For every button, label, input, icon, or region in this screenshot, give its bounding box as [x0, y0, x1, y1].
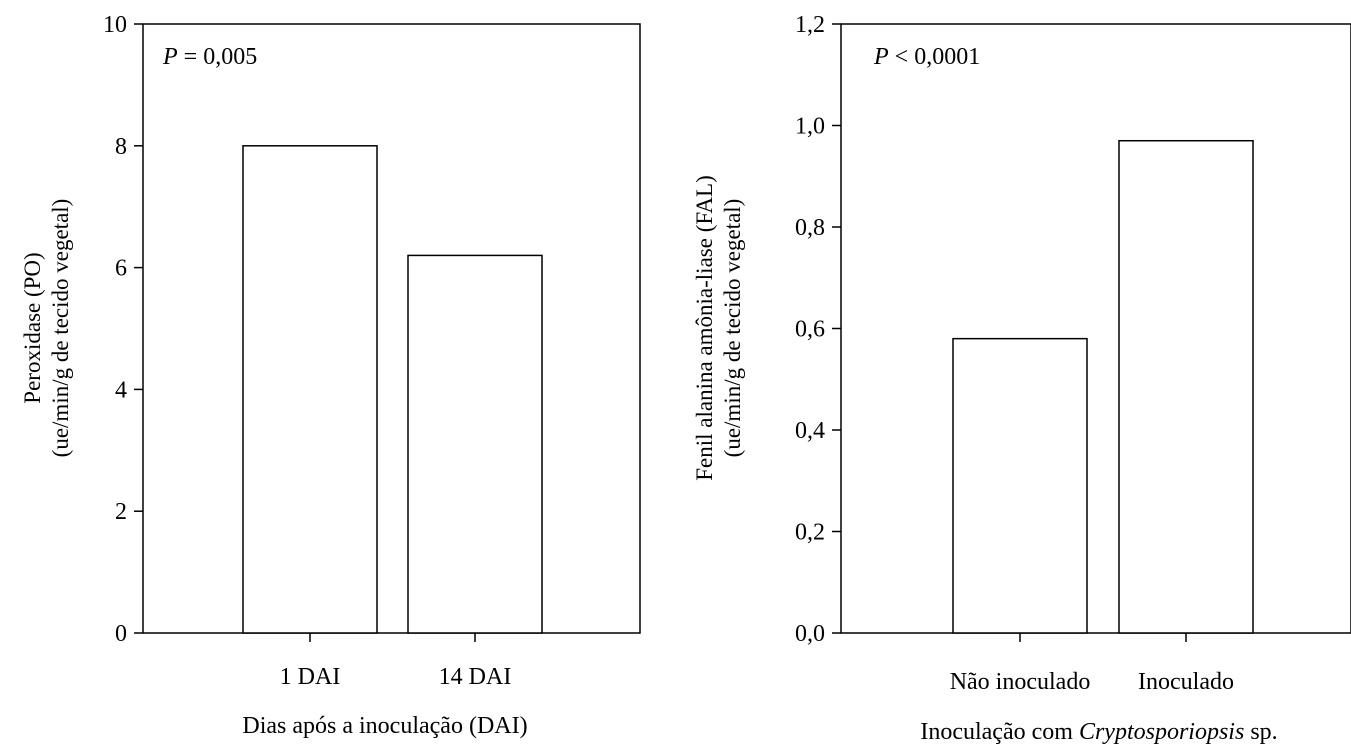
pal-y-axis-label-line1: Fenil alanina amônia-liase (FAL): [692, 175, 717, 481]
pal-x-axis-label: Inoculação com Cryptosporiopsis sp.: [920, 719, 1277, 745]
peroxidase-y-tick-label: 2: [115, 499, 127, 525]
pal-p-value: P < 0,0001: [873, 44, 980, 70]
pal-x-label-italic: Cryptosporiopsis: [1079, 719, 1244, 745]
peroxidase-p-rest: = 0,005: [178, 44, 258, 70]
pal-axes: [840, 23, 1351, 634]
peroxidase-x-axis-label: Dias após a inoculação (DAI): [242, 713, 527, 739]
peroxidase-y-axis-label-line1: Peroxidase (PO): [20, 252, 45, 403]
peroxidase-plot-frame: [142, 23, 641, 634]
peroxidase-bar: [407, 254, 543, 634]
pal-p-rest: < 0,0001: [889, 44, 981, 70]
peroxidase-bars: [242, 145, 543, 634]
pal-y-tick-label: 0,0: [795, 621, 825, 647]
peroxidase-y-tick-label: 6: [115, 256, 127, 282]
pal-bars: [952, 139, 1254, 634]
pal-x-ticks: Não inoculado Inoculado: [950, 633, 1234, 695]
peroxidase-y-tick-label: 4: [115, 377, 127, 403]
pal-y-tick-label: 1,0: [795, 114, 825, 140]
pal-x-tick-label: Inoculado: [1138, 669, 1234, 695]
pal-y-tick-label: 0,6: [795, 317, 825, 343]
pal-bar: [952, 337, 1088, 634]
pal-plot-frame: [840, 23, 1351, 634]
peroxidase-y-tick-label: 10: [103, 12, 127, 38]
pal-y-tick-label: 0,4: [795, 418, 825, 444]
peroxidase-y-ticks: 0 2 4 6 8 10: [103, 12, 143, 647]
pal-y-tick-label: 1,2: [795, 12, 825, 38]
pal-p-symbol: P: [873, 44, 889, 70]
pal-chart: 0,0 0,2 0,4 0,6 0,8 1,0 1,2 Não inoculado Inocu…: [692, 12, 1351, 745]
pal-y-ticks: 0,0 0,2 0,4 0,6 0,8 1,0 1,2: [795, 12, 841, 647]
peroxidase-x-ticks: 1 DAI 14 DAI: [280, 633, 512, 690]
peroxidase-p-symbol: P: [162, 44, 178, 70]
peroxidase-y-tick-label: 8: [115, 134, 127, 160]
pal-y-tick-label: 0,8: [795, 215, 825, 241]
peroxidase-y-tick-label: 0: [115, 621, 127, 647]
peroxidase-p-value: P = 0,005: [162, 44, 257, 70]
peroxidase-bar: [242, 145, 378, 634]
pal-x-label-prefix: Inoculação com: [920, 719, 1079, 745]
pal-y-axis-label-line2: (ue/min/g de tecido vegetal): [720, 199, 745, 458]
peroxidase-chart: 0 2 4 6 8 10 1 DAI 14 DAI P = 0,005 Dias após …: [20, 12, 641, 739]
peroxidase-y-axis-label-line2: (ue/min/g de tecido vegetal): [48, 199, 73, 458]
peroxidase-axes: [142, 23, 641, 634]
pal-x-tick-label: Não inoculado: [950, 669, 1091, 695]
peroxidase-x-tick-label: 14 DAI: [439, 664, 512, 690]
peroxidase-x-tick-label: 1 DAI: [280, 664, 341, 690]
pal-bar: [1118, 139, 1254, 634]
pal-x-label-suffix: sp.: [1244, 719, 1277, 745]
pal-y-tick-label: 0,2: [795, 520, 825, 546]
